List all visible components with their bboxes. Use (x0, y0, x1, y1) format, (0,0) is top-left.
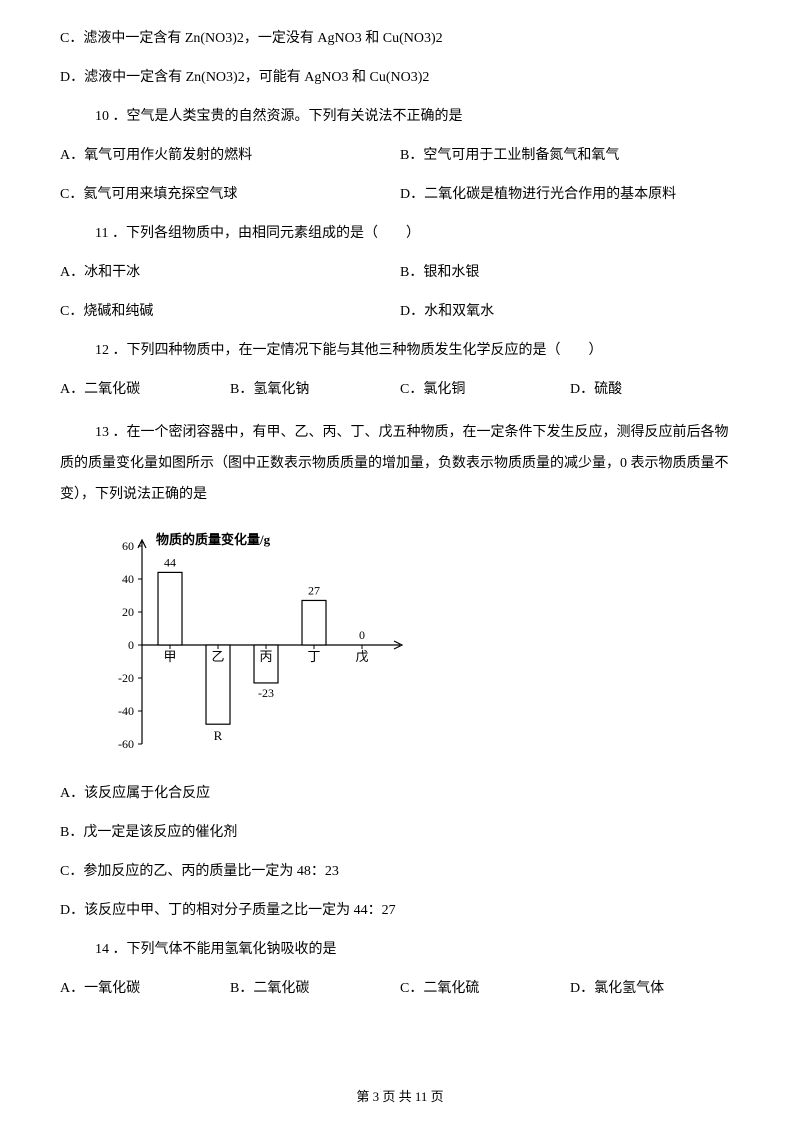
mass-change-chart: 物质的质量变化量/g -60 -40 -20 0 20 40 60 甲 44 乙 R 丙 -23 丁 27 戊 0 (100, 528, 740, 765)
q10-options-row1: A．氧气可用作火箭发射的燃料 B．空气可用于工业制备氮气和氧气 (60, 145, 740, 166)
svg-text:60: 60 (122, 539, 134, 553)
q14-opt-a: A．一氧化碳 (60, 978, 230, 999)
q14-opt-d: D．氯化氢气体 (570, 978, 740, 999)
svg-text:R: R (214, 729, 223, 744)
q12-opt-b: B．氢氧化钠 (230, 379, 400, 400)
q12-options: A．二氧化碳 B．氢氧化钠 C．氯化铜 D．硫酸 (60, 379, 740, 400)
q11-stem: 11 ．下列各组物质中，由相同元素组成的是（ ） (60, 223, 740, 244)
svg-text:丁: 丁 (307, 649, 320, 664)
q11-opt-c: C．烧碱和纯碱 (60, 301, 400, 322)
svg-text:丙: 丙 (259, 649, 272, 664)
q14-options: A．一氧化碳 B．二氧化碳 C．二氧化硫 D．氯化氢气体 (60, 978, 740, 999)
q11-opt-b: B．银和水银 (400, 262, 740, 283)
svg-text:0: 0 (128, 638, 134, 652)
page-footer: 第 3 页 共 11 页 (0, 1087, 800, 1107)
q10-options-row2: C．氦气可用来填充探空气球 D．二氧化碳是植物进行光合作用的基本原料 (60, 184, 740, 205)
q14-stem: 14 ．下列气体不能用氢氧化钠吸收的是 (60, 939, 740, 960)
q13-opt-a: A．该反应属于化合反应 (60, 783, 740, 804)
option-c: C．滤液中一定含有 Zn(NO3)2，一定没有 AgNO3 和 Cu(NO3)2 (60, 28, 740, 49)
chart-svg: 物质的质量变化量/g -60 -40 -20 0 20 40 60 甲 44 乙 R 丙 -23 丁 27 戊 0 (100, 528, 410, 758)
svg-text:物质的质量变化量/g: 物质的质量变化量/g (156, 532, 271, 547)
svg-text:乙: 乙 (211, 649, 224, 664)
q10-opt-a: A．氧气可用作火箭发射的燃料 (60, 145, 400, 166)
q12-stem: 12 ．下列四种物质中，在一定情况下能与其他三种物质发生化学反应的是（ ） (60, 340, 740, 361)
svg-text:20: 20 (122, 605, 134, 619)
q13-opt-c: C．参加反应的乙、丙的质量比一定为 48：23 (60, 861, 740, 882)
q12-opt-d: D．硫酸 (570, 379, 740, 400)
svg-text:-60: -60 (118, 737, 134, 751)
svg-text:0: 0 (359, 628, 365, 642)
svg-text:甲: 甲 (163, 649, 176, 664)
q12-opt-a: A．二氧化碳 (60, 379, 230, 400)
q14-opt-b: B．二氧化碳 (230, 978, 400, 999)
svg-text:戊: 戊 (355, 649, 368, 664)
svg-text:-23: -23 (258, 686, 274, 700)
q11-opt-a: A．冰和干冰 (60, 262, 400, 283)
svg-text:40: 40 (122, 572, 134, 586)
svg-text:-20: -20 (118, 671, 134, 685)
q10-opt-b: B．空气可用于工业制备氮气和氧气 (400, 145, 740, 166)
q11-opt-d: D．水和双氧水 (400, 301, 740, 322)
option-d: D．滤液中一定含有 Zn(NO3)2，可能有 AgNO3 和 Cu(NO3)2 (60, 67, 740, 88)
q11-options-row2: C．烧碱和纯碱 D．水和双氧水 (60, 301, 740, 322)
svg-text:44: 44 (164, 556, 176, 570)
q10-stem: 10 ．空气是人类宝贵的自然资源。下列有关说法不正确的是 (60, 106, 740, 127)
q12-opt-c: C．氯化铜 (400, 379, 570, 400)
q13-stem: 13 ．在一个密闭容器中，有甲、乙、丙、丁、戊五种物质，在一定条件下发生反应，测… (60, 418, 740, 510)
q10-opt-c: C．氦气可用来填充探空气球 (60, 184, 400, 205)
svg-text:-40: -40 (118, 704, 134, 718)
svg-text:27: 27 (308, 584, 320, 598)
q10-opt-d: D．二氧化碳是植物进行光合作用的基本原料 (400, 184, 740, 205)
q13-opt-d: D．该反应中甲、丁的相对分子质量之比一定为 44：27 (60, 900, 740, 921)
q14-opt-c: C．二氧化硫 (400, 978, 570, 999)
q11-options-row1: A．冰和干冰 B．银和水银 (60, 262, 740, 283)
q13-opt-b: B．戊一定是该反应的催化剂 (60, 822, 740, 843)
